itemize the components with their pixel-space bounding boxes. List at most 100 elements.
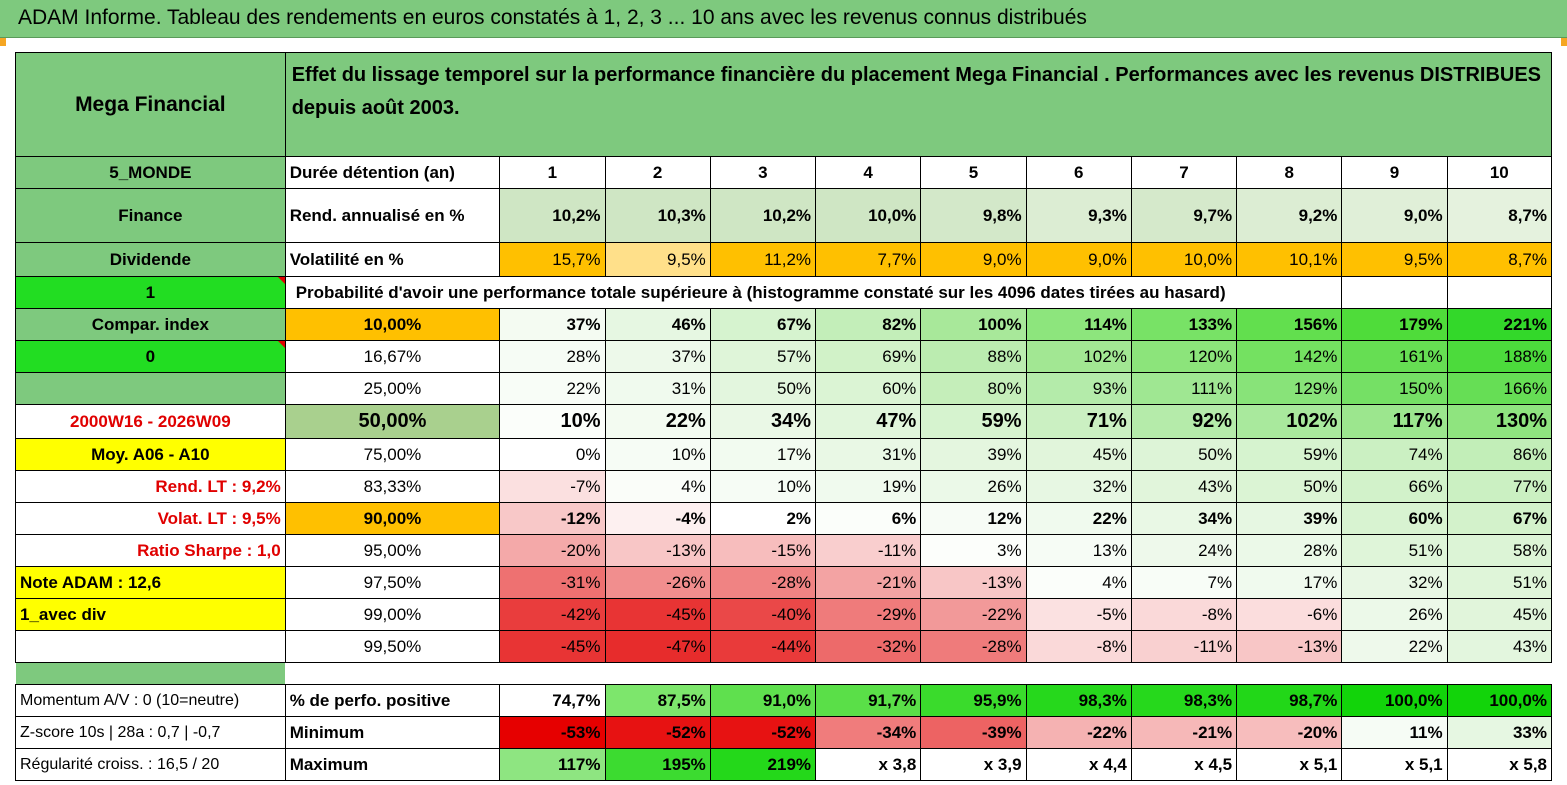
- rend-cell: 9,8%: [920, 188, 1027, 243]
- percentile-row: 25,00% 22% 31% 50% 60% 80% 93% 111% 129%…: [15, 372, 1553, 405]
- perf-cell: 4%: [604, 470, 711, 503]
- min-cell: -39%: [920, 716, 1027, 749]
- style-label: Dividende: [15, 242, 286, 277]
- duree-label: Durée détention (an): [284, 156, 501, 189]
- perf-cell: 39%: [920, 438, 1027, 471]
- perf-cell: -5%: [1025, 598, 1132, 631]
- percentile-label: 99,00%: [284, 598, 501, 631]
- perf-cell: 166%: [1446, 372, 1553, 405]
- perf-cell: 88%: [920, 340, 1027, 373]
- perf-cell: -20%: [499, 534, 606, 567]
- perf-cell: 156%: [1236, 308, 1343, 341]
- percentile-label: 83,33%: [284, 470, 501, 503]
- percentile-row: Moy. A06 - A10 75,00% 0% 10% 17% 31% 39%…: [15, 438, 1553, 471]
- perf-cell: 43%: [1130, 470, 1238, 503]
- pos-cell: 100,0%: [1446, 684, 1553, 717]
- perf-cell: -22%: [920, 598, 1027, 631]
- min-cell: 11%: [1341, 716, 1448, 749]
- perf-cell: 77%: [1446, 470, 1553, 503]
- min-cell: -22%: [1025, 716, 1132, 749]
- year-cell: 3: [709, 156, 817, 189]
- percentile-row: Compar. index 10,00% 37% 46% 67% 82% 100…: [15, 308, 1553, 341]
- report-title: ADAM Informe. Tableau des rendements en …: [0, 0, 1567, 38]
- perf-cell: 120%: [1130, 340, 1238, 373]
- perf-cell: 24%: [1130, 534, 1238, 567]
- min-cell: -21%: [1130, 716, 1238, 749]
- pos-cell: 91,0%: [709, 684, 817, 717]
- vol-cell: 9,5%: [1341, 242, 1448, 277]
- pos-cell: 91,7%: [815, 684, 922, 717]
- perf-cell: 58%: [1446, 534, 1553, 567]
- perf-cell: 34%: [1130, 502, 1238, 535]
- year-cell: 10: [1446, 156, 1553, 189]
- perf-cell: 92%: [1130, 404, 1238, 439]
- year-cell: 9: [1341, 156, 1448, 189]
- rend-cell: 9,3%: [1025, 188, 1132, 243]
- perf-cell: -28%: [709, 566, 817, 599]
- perf-cell: -44%: [709, 630, 817, 663]
- spacer-row: [15, 662, 1552, 685]
- empty-side-cell: [15, 630, 286, 663]
- perf-cell: 6%: [815, 502, 922, 535]
- max-cell: x 3,8: [815, 748, 922, 781]
- max-cell: x 4,4: [1025, 748, 1132, 781]
- zone-label: 5_MONDE: [15, 156, 286, 189]
- percentile-row: Ratio Sharpe : 1,0 95,00% -20% -13% -15%…: [15, 534, 1553, 567]
- perf-cell: -21%: [815, 566, 922, 599]
- perf-cell: 51%: [1446, 566, 1553, 599]
- perf-cell: 37%: [499, 308, 606, 341]
- pos-cell: 87,5%: [604, 684, 711, 717]
- perf-cell: 71%: [1025, 404, 1132, 439]
- rend-cell: 10,2%: [709, 188, 817, 243]
- year-cell: 4: [815, 156, 922, 189]
- percentile-label: 16,67%: [284, 340, 501, 373]
- vol-cell: 8,7%: [1446, 242, 1553, 277]
- maximum-row: Régularité croiss. : 16,5 / 20 Maximum 1…: [15, 748, 1553, 781]
- perf-cell: 43%: [1446, 630, 1553, 663]
- rend-cell: 8,7%: [1446, 188, 1553, 243]
- max-cell: 219%: [709, 748, 817, 781]
- years-row: 5_MONDE Durée détention (an) 1 2 3 4 5 6…: [15, 156, 1553, 189]
- perf-cell: 82%: [815, 308, 922, 341]
- perf-cell: -13%: [920, 566, 1027, 599]
- perf-cell: 102%: [1236, 404, 1343, 439]
- perf-cell: -4%: [604, 502, 711, 535]
- perf-cell: 59%: [1236, 438, 1343, 471]
- percentile-label: 10,00%: [284, 308, 501, 341]
- perf-cell: -40%: [709, 598, 817, 631]
- perf-cell: 86%: [1446, 438, 1553, 471]
- perf-cell: 102%: [1025, 340, 1132, 373]
- pos-cell: 98,7%: [1236, 684, 1343, 717]
- max-cell: x 4,5: [1130, 748, 1238, 781]
- perf-cell: 100%: [920, 308, 1027, 341]
- perf-cell: 74%: [1341, 438, 1448, 471]
- perf-cell: 34%: [709, 404, 817, 439]
- year-cell: 2: [604, 156, 711, 189]
- perf-cell: 32%: [1341, 566, 1448, 599]
- perf-cell: 114%: [1025, 308, 1132, 341]
- rend-lt-label: Rend. LT : 9,2%: [15, 470, 286, 503]
- perf-cell: 47%: [815, 404, 922, 439]
- perf-cell: 12%: [920, 502, 1027, 535]
- perf-cell: 2%: [709, 502, 817, 535]
- year-cell: 8: [1236, 156, 1343, 189]
- vol-cell: 9,0%: [920, 242, 1027, 277]
- pos-label: % de perfo. positive: [284, 684, 501, 717]
- perf-cell: 32%: [1025, 470, 1132, 503]
- perf-cell: 7%: [1130, 566, 1238, 599]
- description: Effet du lissage temporel sur la perform…: [284, 52, 1553, 157]
- minimum-row: Z-score 10s | 28a : 0,7 | -0,7 Minimum -…: [15, 716, 1553, 749]
- max-cell: x 5,8: [1446, 748, 1553, 781]
- perf-cell: 17%: [709, 438, 817, 471]
- vol-cell: 7,7%: [815, 242, 922, 277]
- perf-cell: 111%: [1130, 372, 1238, 405]
- sharpe-label: Ratio Sharpe : 1,0: [15, 534, 286, 567]
- rend-cell: 9,0%: [1341, 188, 1448, 243]
- percentile-row: Volat. LT : 9,5% 90,00% -12% -4% 2% 6% 1…: [15, 502, 1553, 535]
- perf-cell: 59%: [920, 404, 1027, 439]
- perf-cell: 150%: [1341, 372, 1448, 405]
- perf-cell: -28%: [920, 630, 1027, 663]
- note-label: Note ADAM : 12,6: [15, 566, 286, 599]
- performance-table: Mega Financial Effet du lissage temporel…: [15, 52, 1553, 781]
- perf-cell: -13%: [1236, 630, 1343, 663]
